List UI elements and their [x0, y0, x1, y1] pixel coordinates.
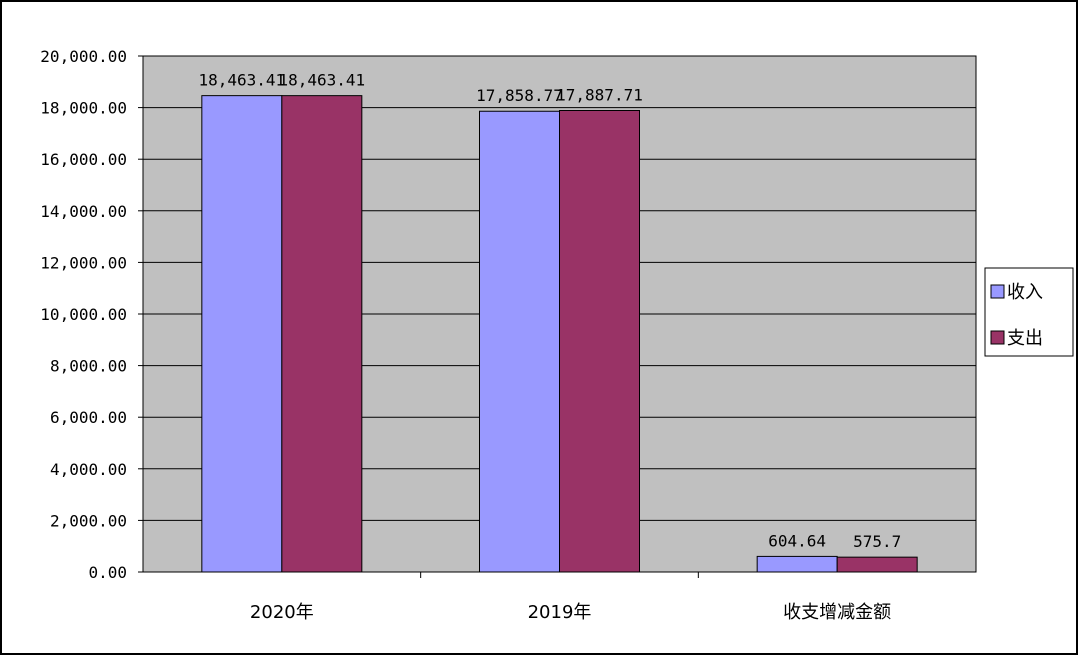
y-tick-label: 12,000.00 [40, 253, 127, 272]
data-label: 18,463.41 [198, 71, 285, 90]
bar-income [201, 95, 283, 573]
data-label: 18,463.41 [278, 71, 365, 90]
bar-expense [559, 109, 640, 573]
legend-label-income: 收入 [1007, 282, 1043, 303]
bar-income [756, 555, 838, 573]
y-tick-label: 4,000.00 [50, 460, 127, 479]
y-tick-label: 10,000.00 [40, 305, 127, 324]
data-label: 604.64 [768, 531, 826, 550]
legend-swatch-expense [990, 330, 1005, 345]
legend-swatch-income [990, 284, 1005, 299]
x-category-label: 收支增减金额 [783, 602, 891, 623]
data-label: 17,858.77 [476, 86, 563, 105]
x-axis-categories: 2020年 2019年 收支增减金额 [250, 602, 891, 623]
y-tick-label: 18,000.00 [40, 99, 127, 118]
legend-label-expense: 支出 [1007, 328, 1043, 349]
bar-income [479, 110, 560, 573]
y-tick-label: 16,000.00 [40, 150, 127, 169]
y-tick-label: 14,000.00 [40, 202, 127, 221]
y-axis-ticks: 0.00 2,000.00 4,000.00 6,000.00 8,000.00 10,0… [40, 47, 127, 582]
y-tick-label: 6,000.00 [50, 408, 127, 427]
y-tick-label: 2,000.00 [50, 511, 127, 530]
bar-expense [836, 556, 918, 573]
axes [138, 55, 976, 578]
y-tick-label: 8,000.00 [50, 357, 127, 376]
data-label: 17,887.71 [556, 85, 643, 104]
y-tick-label: 20,000.00 [40, 47, 127, 66]
y-tick-label: 0.00 [88, 563, 127, 582]
x-category-label: 2020年 [250, 602, 314, 623]
bar-expense [281, 95, 363, 573]
legend: 收入 支出 [984, 267, 1074, 357]
x-category-label: 2019年 [528, 602, 592, 623]
data-label: 575.7 [853, 532, 901, 551]
